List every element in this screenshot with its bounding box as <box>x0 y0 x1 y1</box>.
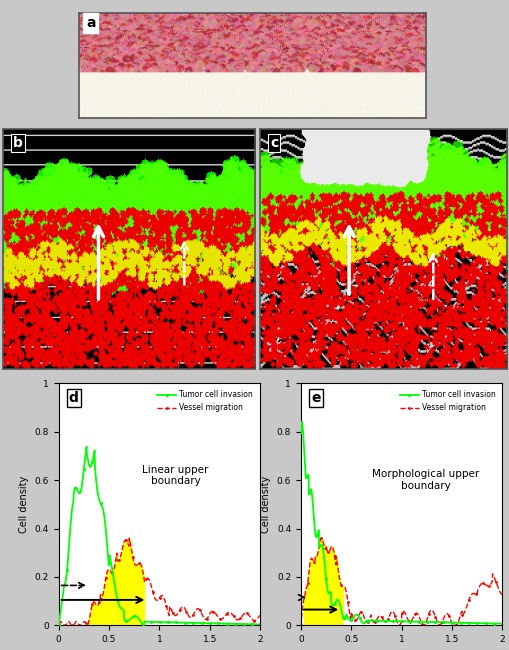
Tumor cell invasion <box>333 596 340 604</box>
Y-axis label: Cell density: Cell density <box>19 476 29 533</box>
Tumor cell invasion <box>92 447 98 454</box>
Line: Tumor cell invasion: Tumor cell invasion <box>299 420 503 625</box>
Legend: Tumor cell invasion, Vessel migration: Tumor cell invasion, Vessel migration <box>395 387 498 415</box>
Tumor cell invasion <box>449 619 455 627</box>
Tumor cell invasion <box>257 621 263 629</box>
Vessel migration <box>388 607 394 615</box>
Tumor cell invasion <box>498 620 504 628</box>
Legend: Tumor cell invasion, Vessel migration: Tumor cell invasion, Vessel migration <box>154 387 256 415</box>
Tumor cell invasion <box>297 428 303 436</box>
Line: Vessel migration: Vessel migration <box>299 537 503 627</box>
Vessel migration <box>60 621 66 629</box>
Tumor cell invasion <box>55 621 62 629</box>
Tumor cell invasion <box>107 558 114 566</box>
Vessel migration <box>190 610 196 617</box>
Tumor cell invasion <box>190 619 196 627</box>
Tumor cell invasion <box>416 618 422 626</box>
Vessel migration <box>126 534 132 542</box>
Tumor cell invasion <box>432 618 438 626</box>
Text: a: a <box>86 16 95 30</box>
Tumor cell invasion <box>388 618 394 625</box>
Tumor cell invasion <box>174 619 180 627</box>
Text: b: b <box>13 136 22 150</box>
Text: d: d <box>69 391 78 405</box>
Tumor cell invasion <box>207 619 213 627</box>
Text: Linear upper
boundary: Linear upper boundary <box>142 465 208 486</box>
Vessel migration <box>55 620 62 628</box>
Vessel migration <box>449 621 455 629</box>
Tumor cell invasion <box>147 618 153 626</box>
Text: e: e <box>310 391 320 405</box>
Vessel migration <box>208 608 214 616</box>
Vessel migration <box>257 612 263 619</box>
Text: c: c <box>269 136 278 150</box>
Vessel migration <box>318 534 324 542</box>
Vessel migration <box>175 610 181 617</box>
Y-axis label: Cell density: Cell density <box>261 476 271 533</box>
Vessel migration <box>107 567 114 575</box>
Line: Tumor cell invasion: Tumor cell invasion <box>57 445 261 627</box>
Vessel migration <box>416 615 422 623</box>
Vessel migration <box>432 614 438 622</box>
Line: Vessel migration: Vessel migration <box>57 537 261 627</box>
Vessel migration <box>349 613 355 621</box>
Vessel migration <box>333 557 340 565</box>
Tumor cell invasion <box>349 614 355 622</box>
Vessel migration <box>92 599 98 606</box>
Tumor cell invasion <box>298 418 304 426</box>
Text: Morphological upper
boundary: Morphological upper boundary <box>372 469 478 491</box>
Vessel migration <box>147 579 153 587</box>
Vessel migration <box>297 621 303 629</box>
Vessel migration <box>498 591 504 599</box>
Tumor cell invasion <box>83 443 90 450</box>
